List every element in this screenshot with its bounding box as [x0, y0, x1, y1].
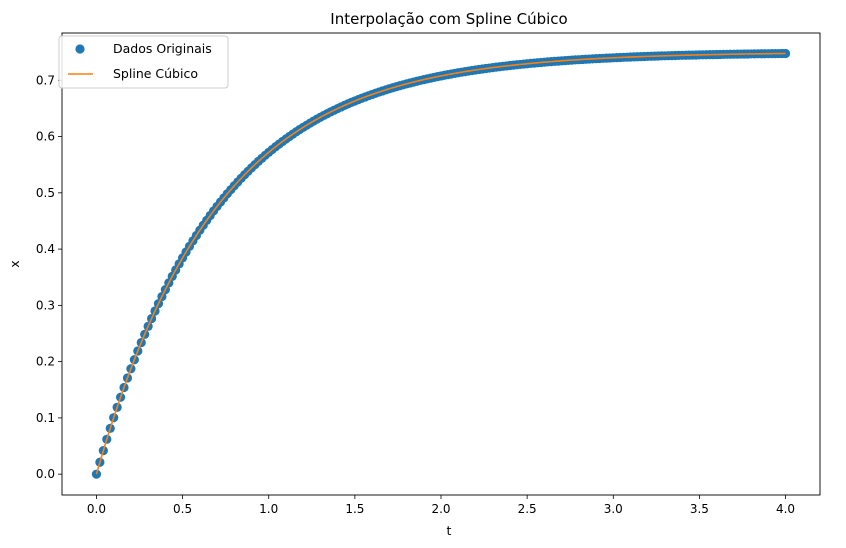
x-tick-label: 3.5: [690, 502, 709, 516]
y-tick-label: 0.4: [36, 242, 55, 256]
x-tick-label: 3.0: [604, 502, 623, 516]
spline-line: [95, 52, 786, 475]
chart-title: Interpolação com Spline Cúbico: [330, 10, 567, 28]
data-point: [780, 48, 791, 59]
legend: Dados Originais Spline Cúbico: [58, 35, 229, 89]
x-axis-label: t: [447, 523, 452, 538]
x-tick-label: 2.5: [518, 502, 537, 516]
x-tick-label: 0.0: [87, 502, 106, 516]
x-tick-label: 4.0: [776, 502, 795, 516]
legend-marker-dados: [75, 44, 85, 54]
y-axis-label: x: [7, 260, 22, 267]
y-tick-label: 0.0: [36, 467, 55, 481]
x-tick-label: 1.0: [259, 502, 278, 516]
legend-box: [58, 35, 229, 89]
x-tick-label: 1.5: [345, 502, 364, 516]
y-tick-label: 0.3: [36, 298, 55, 312]
plot-area: [91, 48, 791, 479]
legend-label-dados: Dados Originais: [113, 41, 212, 56]
axes: 0.0 0.5 1.0 1.5 2.0 2.5 3.0 3.5 4.0 0.0 0.1 0.2 0.3 0…: [36, 32, 821, 516]
y-tick-label: 0.5: [36, 186, 55, 200]
y-tick-label: 0.2: [36, 355, 55, 369]
y-tick-label: 0.6: [36, 130, 55, 144]
legend-label-spline: Spline Cúbico: [113, 66, 198, 81]
y-tick-label: 0.7: [36, 73, 55, 87]
x-tick-label: 2.0: [431, 502, 450, 516]
y-tick-label: 0.1: [36, 411, 55, 425]
x-tick-label: 0.5: [173, 502, 192, 516]
